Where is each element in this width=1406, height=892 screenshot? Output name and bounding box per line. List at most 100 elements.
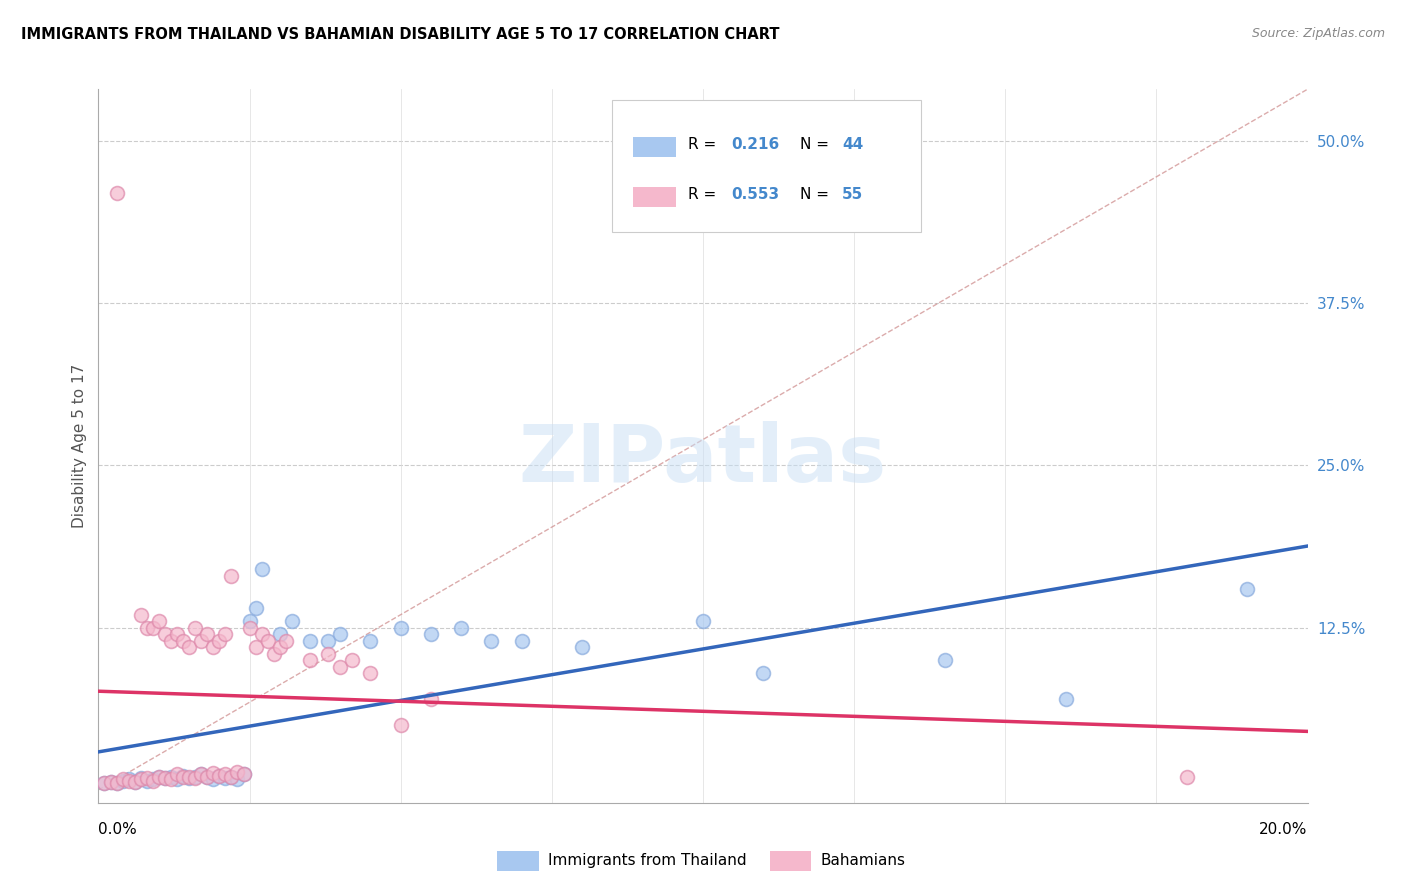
Point — [481, 633, 503, 648]
Text: 0.0%: 0.0% — [98, 822, 138, 838]
Point — [232, 767, 254, 781]
Point — [389, 621, 412, 635]
Point — [256, 633, 278, 648]
Point — [245, 640, 267, 654]
Point — [208, 633, 231, 648]
Point — [360, 666, 382, 681]
Point — [221, 568, 243, 582]
Point — [274, 633, 297, 648]
Point — [752, 666, 775, 681]
Y-axis label: Disability Age 5 to 17: Disability Age 5 to 17 — [72, 364, 87, 528]
Point — [93, 776, 115, 790]
Point — [571, 640, 593, 654]
Point — [329, 627, 352, 641]
Point — [166, 627, 188, 641]
Point — [1236, 582, 1258, 596]
Point — [245, 601, 267, 615]
Point — [269, 640, 291, 654]
Point — [160, 772, 183, 787]
Point — [105, 776, 128, 790]
Point — [692, 614, 714, 628]
Text: R =: R = — [689, 187, 721, 202]
Point — [316, 647, 339, 661]
Point — [342, 653, 364, 667]
Point — [214, 767, 236, 781]
Point — [360, 633, 382, 648]
Point — [148, 770, 170, 784]
Point — [105, 186, 128, 200]
Point — [142, 621, 165, 635]
Point — [184, 770, 207, 784]
Text: 0.216: 0.216 — [731, 137, 779, 153]
Point — [316, 633, 339, 648]
FancyBboxPatch shape — [769, 851, 811, 871]
Point — [1175, 770, 1198, 784]
Point — [1054, 692, 1077, 706]
Point — [142, 773, 165, 788]
Point — [166, 767, 188, 781]
Point — [129, 771, 152, 785]
Text: Immigrants from Thailand: Immigrants from Thailand — [548, 853, 747, 868]
Point — [450, 621, 472, 635]
Point — [148, 770, 170, 784]
Point — [129, 772, 152, 787]
Point — [226, 764, 249, 779]
Point — [263, 647, 285, 661]
FancyBboxPatch shape — [613, 100, 921, 232]
Point — [202, 766, 225, 780]
FancyBboxPatch shape — [498, 851, 538, 871]
Point — [269, 627, 291, 641]
Point — [153, 771, 176, 785]
Point — [93, 776, 115, 790]
Point — [100, 775, 122, 789]
Point — [118, 773, 141, 788]
Text: Source: ZipAtlas.com: Source: ZipAtlas.com — [1251, 27, 1385, 40]
Point — [100, 775, 122, 789]
Point — [250, 562, 273, 576]
Point — [202, 640, 225, 654]
Text: 44: 44 — [842, 137, 863, 153]
Point — [179, 640, 201, 654]
Text: 0.553: 0.553 — [731, 187, 779, 202]
Point — [214, 627, 236, 641]
Point — [208, 768, 231, 782]
FancyBboxPatch shape — [633, 187, 676, 207]
Point — [934, 653, 956, 667]
Point — [172, 768, 194, 782]
Point — [129, 607, 152, 622]
Point — [329, 659, 352, 673]
Point — [190, 633, 212, 648]
Point — [160, 770, 183, 784]
Text: 20.0%: 20.0% — [1260, 822, 1308, 838]
Point — [250, 627, 273, 641]
Point — [221, 770, 243, 784]
Text: IMMIGRANTS FROM THAILAND VS BAHAMIAN DISABILITY AGE 5 TO 17 CORRELATION CHART: IMMIGRANTS FROM THAILAND VS BAHAMIAN DIS… — [21, 27, 779, 42]
Text: N =: N = — [800, 187, 834, 202]
Point — [420, 627, 443, 641]
Point — [281, 614, 304, 628]
Text: ZIPatlas: ZIPatlas — [519, 421, 887, 500]
Point — [214, 771, 236, 785]
Point — [153, 627, 176, 641]
Point — [195, 627, 218, 641]
Point — [195, 770, 218, 784]
Point — [172, 770, 194, 784]
Point — [208, 768, 231, 782]
Point — [389, 718, 412, 732]
Point — [153, 771, 176, 785]
Point — [172, 633, 194, 648]
Text: R =: R = — [689, 137, 721, 153]
Point — [179, 771, 201, 785]
Text: 55: 55 — [842, 187, 863, 202]
Point — [148, 614, 170, 628]
Point — [166, 772, 188, 787]
Point — [179, 770, 201, 784]
Point — [190, 767, 212, 781]
Point — [184, 621, 207, 635]
Point — [299, 653, 322, 667]
Point — [239, 614, 262, 628]
Point — [111, 773, 134, 788]
Text: Bahamians: Bahamians — [820, 853, 905, 868]
Point — [111, 772, 134, 787]
Point — [232, 767, 254, 781]
